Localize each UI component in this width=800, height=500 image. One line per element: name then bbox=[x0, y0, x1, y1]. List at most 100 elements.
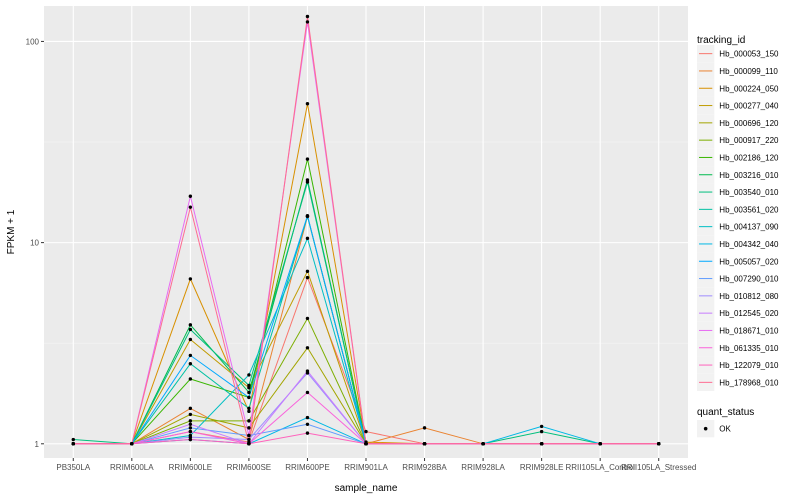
legend-label: Hb_003561_020 bbox=[719, 205, 779, 214]
x-tick-label: RRIM928BA bbox=[402, 463, 447, 472]
data-point bbox=[305, 275, 310, 280]
x-tick-label: PB350LA bbox=[56, 463, 90, 472]
x-tick-label: RRIM600SE bbox=[227, 463, 271, 472]
data-point bbox=[305, 316, 310, 321]
data-point bbox=[422, 442, 427, 446]
legend-label: Hb_000053_150 bbox=[719, 50, 779, 59]
data-points bbox=[71, 14, 661, 446]
legend-label: Hb_004342_040 bbox=[719, 240, 779, 249]
legend-label: Hb_000224_050 bbox=[719, 84, 779, 93]
y-tick-label: 10 bbox=[30, 239, 39, 248]
data-point bbox=[539, 429, 544, 434]
x-tick-label: RRII105LA_Stressed bbox=[621, 463, 696, 472]
data-point bbox=[71, 442, 75, 446]
x-tick-label: RRIM901LA bbox=[344, 463, 388, 472]
color-legend: tracking_id Hb_000053_150 Hb_000099_110 Hb… bbox=[697, 35, 779, 391]
data-point bbox=[188, 406, 193, 411]
x-tick-label: RRIM928LE bbox=[520, 463, 564, 472]
data-point bbox=[71, 437, 75, 442]
data-point bbox=[305, 431, 310, 435]
legend-label: Hb_002186_120 bbox=[719, 153, 779, 162]
data-point bbox=[188, 377, 193, 381]
data-point bbox=[247, 419, 251, 423]
point-legend: quant_status OK bbox=[697, 407, 754, 438]
y-axis-title: FPKM + 1 bbox=[6, 209, 17, 254]
legend-label: Hb_061335_010 bbox=[719, 344, 779, 353]
data-point bbox=[481, 442, 485, 446]
data-point bbox=[305, 14, 310, 19]
data-point bbox=[247, 433, 251, 438]
data-point bbox=[657, 442, 661, 446]
data-point bbox=[539, 424, 544, 429]
data-point bbox=[188, 419, 193, 423]
point-legend-label: OK bbox=[719, 425, 731, 434]
data-point bbox=[188, 426, 193, 430]
data-point bbox=[247, 409, 251, 414]
data-point bbox=[188, 412, 193, 417]
data-point bbox=[188, 353, 193, 358]
x-axis-ticks: PB350LA RRIM600LA RRIM600LE RRIM600SE RRIM60… bbox=[56, 458, 696, 472]
legend-label: Hb_178968_010 bbox=[719, 378, 779, 387]
data-point bbox=[188, 277, 193, 281]
data-point bbox=[305, 415, 310, 420]
data-point bbox=[188, 435, 193, 439]
data-point bbox=[305, 102, 310, 106]
legend-label: Hb_007290_010 bbox=[719, 275, 779, 284]
data-point bbox=[247, 390, 251, 395]
data-point bbox=[305, 236, 310, 241]
legend-label: Hb_000099_110 bbox=[719, 67, 778, 76]
data-point bbox=[305, 422, 310, 427]
data-point bbox=[305, 20, 310, 24]
data-point bbox=[305, 269, 310, 274]
data-point bbox=[130, 442, 134, 446]
data-point bbox=[247, 383, 251, 388]
legend-title: tracking_id bbox=[697, 35, 745, 46]
data-point bbox=[305, 180, 310, 184]
data-point bbox=[305, 369, 310, 373]
data-point bbox=[305, 390, 310, 395]
data-point bbox=[188, 362, 193, 366]
legend-label: Hb_010812_080 bbox=[719, 292, 779, 301]
legend-label: Hb_000696_120 bbox=[719, 119, 779, 128]
data-point bbox=[539, 442, 544, 446]
x-axis-title: sample_name bbox=[335, 483, 398, 494]
data-point bbox=[247, 426, 251, 430]
data-point bbox=[188, 429, 193, 434]
legend-label: Hb_003216_010 bbox=[719, 171, 779, 180]
x-tick-label: RRIM600LE bbox=[169, 463, 213, 472]
legend-label: Hb_000917_220 bbox=[719, 136, 779, 145]
y-tick-label: 1 bbox=[35, 440, 40, 449]
data-point bbox=[305, 157, 310, 161]
y-axis-ticks: 1 10 100 bbox=[26, 37, 44, 449]
data-point bbox=[247, 406, 251, 411]
data-point bbox=[598, 442, 602, 446]
legend-label: Hb_000277_040 bbox=[719, 102, 779, 111]
data-point bbox=[188, 323, 193, 327]
x-tick-label: RRIM928LA bbox=[461, 463, 505, 472]
x-tick-label: RRII105LA_Control bbox=[565, 463, 635, 472]
data-point bbox=[188, 194, 193, 198]
data-point bbox=[247, 442, 251, 446]
data-point bbox=[305, 214, 310, 218]
data-point bbox=[364, 442, 368, 446]
major-gridlines bbox=[44, 6, 688, 458]
data-point bbox=[188, 337, 193, 342]
legend-label: Hb_004137_090 bbox=[719, 223, 779, 232]
legend-label: Hb_012545_020 bbox=[719, 309, 779, 318]
data-point bbox=[188, 422, 193, 427]
data-point bbox=[188, 327, 193, 332]
data-point bbox=[305, 346, 310, 350]
legend-label: Hb_018671_010 bbox=[719, 326, 779, 335]
legend-label: Hb_003540_010 bbox=[719, 188, 779, 197]
legend-label: Hb_005057_020 bbox=[719, 257, 779, 266]
data-point bbox=[247, 437, 251, 442]
x-tick-label: RRIM600LA bbox=[110, 463, 154, 472]
legend-label: Hb_122079_010 bbox=[719, 361, 779, 370]
point-legend-title: quant_status bbox=[697, 407, 754, 418]
y-tick-label: 100 bbox=[26, 37, 40, 46]
x-tick-label: RRIM600PE bbox=[285, 463, 329, 472]
data-point bbox=[422, 426, 427, 430]
data-point bbox=[188, 205, 193, 209]
data-point bbox=[188, 437, 193, 442]
